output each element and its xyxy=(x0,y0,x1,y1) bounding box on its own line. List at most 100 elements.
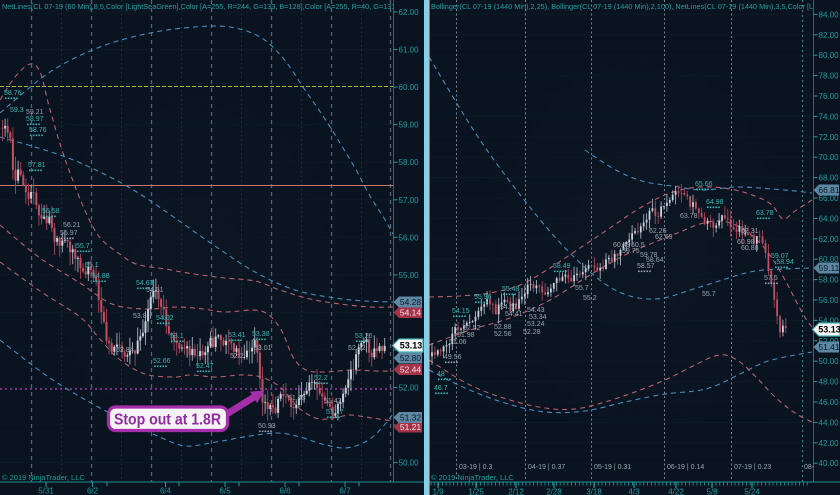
svg-text:52.66: 52.66 xyxy=(153,358,171,365)
svg-text:05-19 | 0.31: 05-19 | 0.31 xyxy=(594,464,631,471)
svg-text:56.21: 56.21 xyxy=(63,222,81,229)
svg-text:53.01: 53.01 xyxy=(254,345,272,352)
svg-text:52.47: 52.47 xyxy=(196,363,214,370)
svg-text:54.02: 54.02 xyxy=(156,315,174,322)
svg-text:46.7: 46.7 xyxy=(434,385,448,392)
svg-text:51.06: 51.06 xyxy=(449,339,467,346)
svg-text:08-: 08- xyxy=(804,464,815,471)
svg-text:4/22: 4/22 xyxy=(668,488,684,495)
svg-text:55.2: 55.2 xyxy=(583,295,597,302)
svg-text:5/24: 5/24 xyxy=(744,488,760,495)
svg-text:54.43: 54.43 xyxy=(527,307,545,314)
svg-text:70.00: 70.00 xyxy=(819,153,840,162)
svg-text:59.11: 59.11 xyxy=(819,263,840,273)
svg-text:60.5: 60.5 xyxy=(631,242,645,249)
svg-text:51.21: 51.21 xyxy=(400,422,422,432)
svg-text:58.97: 58.97 xyxy=(26,116,44,123)
svg-text:NetLines(CL 07-19 (60 Min),8,5: NetLines(CL 07-19 (60 Min),8,5,Color [Li… xyxy=(2,2,413,11)
svg-text:58.64: 58.64 xyxy=(646,257,664,264)
svg-text:52.00: 52.00 xyxy=(399,384,420,393)
svg-text:61.00: 61.00 xyxy=(399,46,420,55)
svg-text:51.98: 51.98 xyxy=(457,332,475,339)
svg-text:51.43: 51.43 xyxy=(288,395,306,402)
svg-text:60.98: 60.98 xyxy=(737,239,755,246)
svg-text:52.52: 52.52 xyxy=(463,325,481,332)
svg-text:40.00: 40.00 xyxy=(819,459,840,468)
svg-text:© 2019 NinjaTrader, LLC: © 2019 NinjaTrader, LLC xyxy=(2,473,85,482)
svg-text:54.14: 54.14 xyxy=(400,308,422,318)
svg-text:82.00: 82.00 xyxy=(819,31,840,40)
svg-text:55.7: 55.7 xyxy=(702,291,716,298)
svg-text:52.2: 52.2 xyxy=(230,353,244,360)
svg-text:Bollinger(CL 07-19 (1440 Min),: Bollinger(CL 07-19 (1440 Min),2,25), Bol… xyxy=(431,2,819,11)
svg-text:80.00: 80.00 xyxy=(819,51,840,60)
svg-text:55.48: 55.48 xyxy=(502,286,520,293)
svg-text:6/4: 6/4 xyxy=(160,487,172,495)
svg-text:60.49: 60.49 xyxy=(613,242,631,249)
svg-text:48: 48 xyxy=(437,371,445,378)
svg-text:52.44: 52.44 xyxy=(400,365,422,375)
svg-text:52.56: 52.56 xyxy=(494,331,512,338)
svg-text:55.00: 55.00 xyxy=(399,271,420,280)
svg-text:52.28: 52.28 xyxy=(523,329,541,336)
svg-text:56.00: 56.00 xyxy=(399,233,420,242)
svg-text:66.00: 66.00 xyxy=(819,194,840,203)
svg-text:54.28: 54.28 xyxy=(400,297,422,307)
svg-text:58.57: 58.57 xyxy=(637,263,655,270)
svg-text:53.13: 53.13 xyxy=(400,341,423,351)
svg-text:74.00: 74.00 xyxy=(819,112,840,121)
svg-text:6/5: 6/5 xyxy=(219,487,231,495)
svg-text:53.13: 53.13 xyxy=(818,325,840,335)
svg-text:53.8: 53.8 xyxy=(133,313,147,320)
svg-text:44.00: 44.00 xyxy=(819,418,840,427)
svg-text:04-19 | 0.37: 04-19 | 0.37 xyxy=(528,464,565,471)
svg-text:6/2: 6/2 xyxy=(87,487,99,495)
svg-text:62.31: 62.31 xyxy=(741,228,759,235)
svg-text:53.1: 53.1 xyxy=(170,333,184,340)
svg-text:54.57: 54.57 xyxy=(500,304,518,311)
svg-text:42.00: 42.00 xyxy=(819,439,840,448)
svg-text:62.00: 62.00 xyxy=(819,235,840,244)
svg-text:51.41: 51.41 xyxy=(818,342,840,352)
svg-text:52.88: 52.88 xyxy=(494,324,512,331)
svg-text:53.26: 53.26 xyxy=(355,333,373,340)
svg-text:58.49: 58.49 xyxy=(553,263,571,270)
svg-text:55.7: 55.7 xyxy=(575,285,589,292)
svg-text:59.78: 59.78 xyxy=(640,252,658,259)
svg-text:54.51: 54.51 xyxy=(146,287,164,294)
svg-text:06-19 | 0.14: 06-19 | 0.14 xyxy=(667,464,704,471)
svg-text:57.00: 57.00 xyxy=(399,196,420,205)
svg-text:66.81: 66.81 xyxy=(818,185,840,195)
svg-text:53.34: 53.34 xyxy=(529,314,547,321)
svg-text:© 2019 NinjaTrader, LLC: © 2019 NinjaTrader, LLC xyxy=(431,473,514,482)
svg-text:-58.94: -58.94 xyxy=(774,259,794,266)
svg-text:57.81: 57.81 xyxy=(28,162,46,169)
svg-text:6/6: 6/6 xyxy=(279,487,291,495)
svg-text:59.75: 59.75 xyxy=(622,248,640,255)
svg-text:6/7: 6/7 xyxy=(339,487,351,495)
svg-text:63.78: 63.78 xyxy=(680,213,698,220)
svg-text:5/8: 5/8 xyxy=(706,488,718,495)
svg-text:63.78: 63.78 xyxy=(756,210,774,217)
svg-text:59.21: 59.21 xyxy=(26,109,44,116)
svg-text:52.92: 52.92 xyxy=(348,345,366,352)
svg-text:55.1: 55.1 xyxy=(85,262,99,269)
svg-text:51.47: 51.47 xyxy=(324,398,342,405)
svg-text:52.00: 52.00 xyxy=(819,337,840,346)
svg-text:3/18: 3/18 xyxy=(586,488,602,495)
svg-text:52.80: 52.80 xyxy=(400,353,422,363)
svg-text:62.69: 62.69 xyxy=(655,234,673,241)
svg-text:64.98: 64.98 xyxy=(706,199,724,206)
svg-text:2/28: 2/28 xyxy=(546,488,562,495)
svg-text:54.88: 54.88 xyxy=(92,273,110,280)
svg-text:55.97: 55.97 xyxy=(60,230,78,237)
svg-text:50.00: 50.00 xyxy=(399,459,420,468)
svg-text:46.00: 46.00 xyxy=(819,398,840,407)
svg-text:53.24: 53.24 xyxy=(527,321,545,328)
svg-text:03-19 | 0.3: 03-19 | 0.3 xyxy=(459,464,492,471)
svg-text:55.7: 55.7 xyxy=(76,243,90,250)
svg-text:64.00: 64.00 xyxy=(819,214,840,223)
svg-text:51.17: 51.17 xyxy=(326,409,344,416)
svg-text:1/9: 1/9 xyxy=(432,488,444,495)
svg-text:55.96: 55.96 xyxy=(474,294,492,301)
